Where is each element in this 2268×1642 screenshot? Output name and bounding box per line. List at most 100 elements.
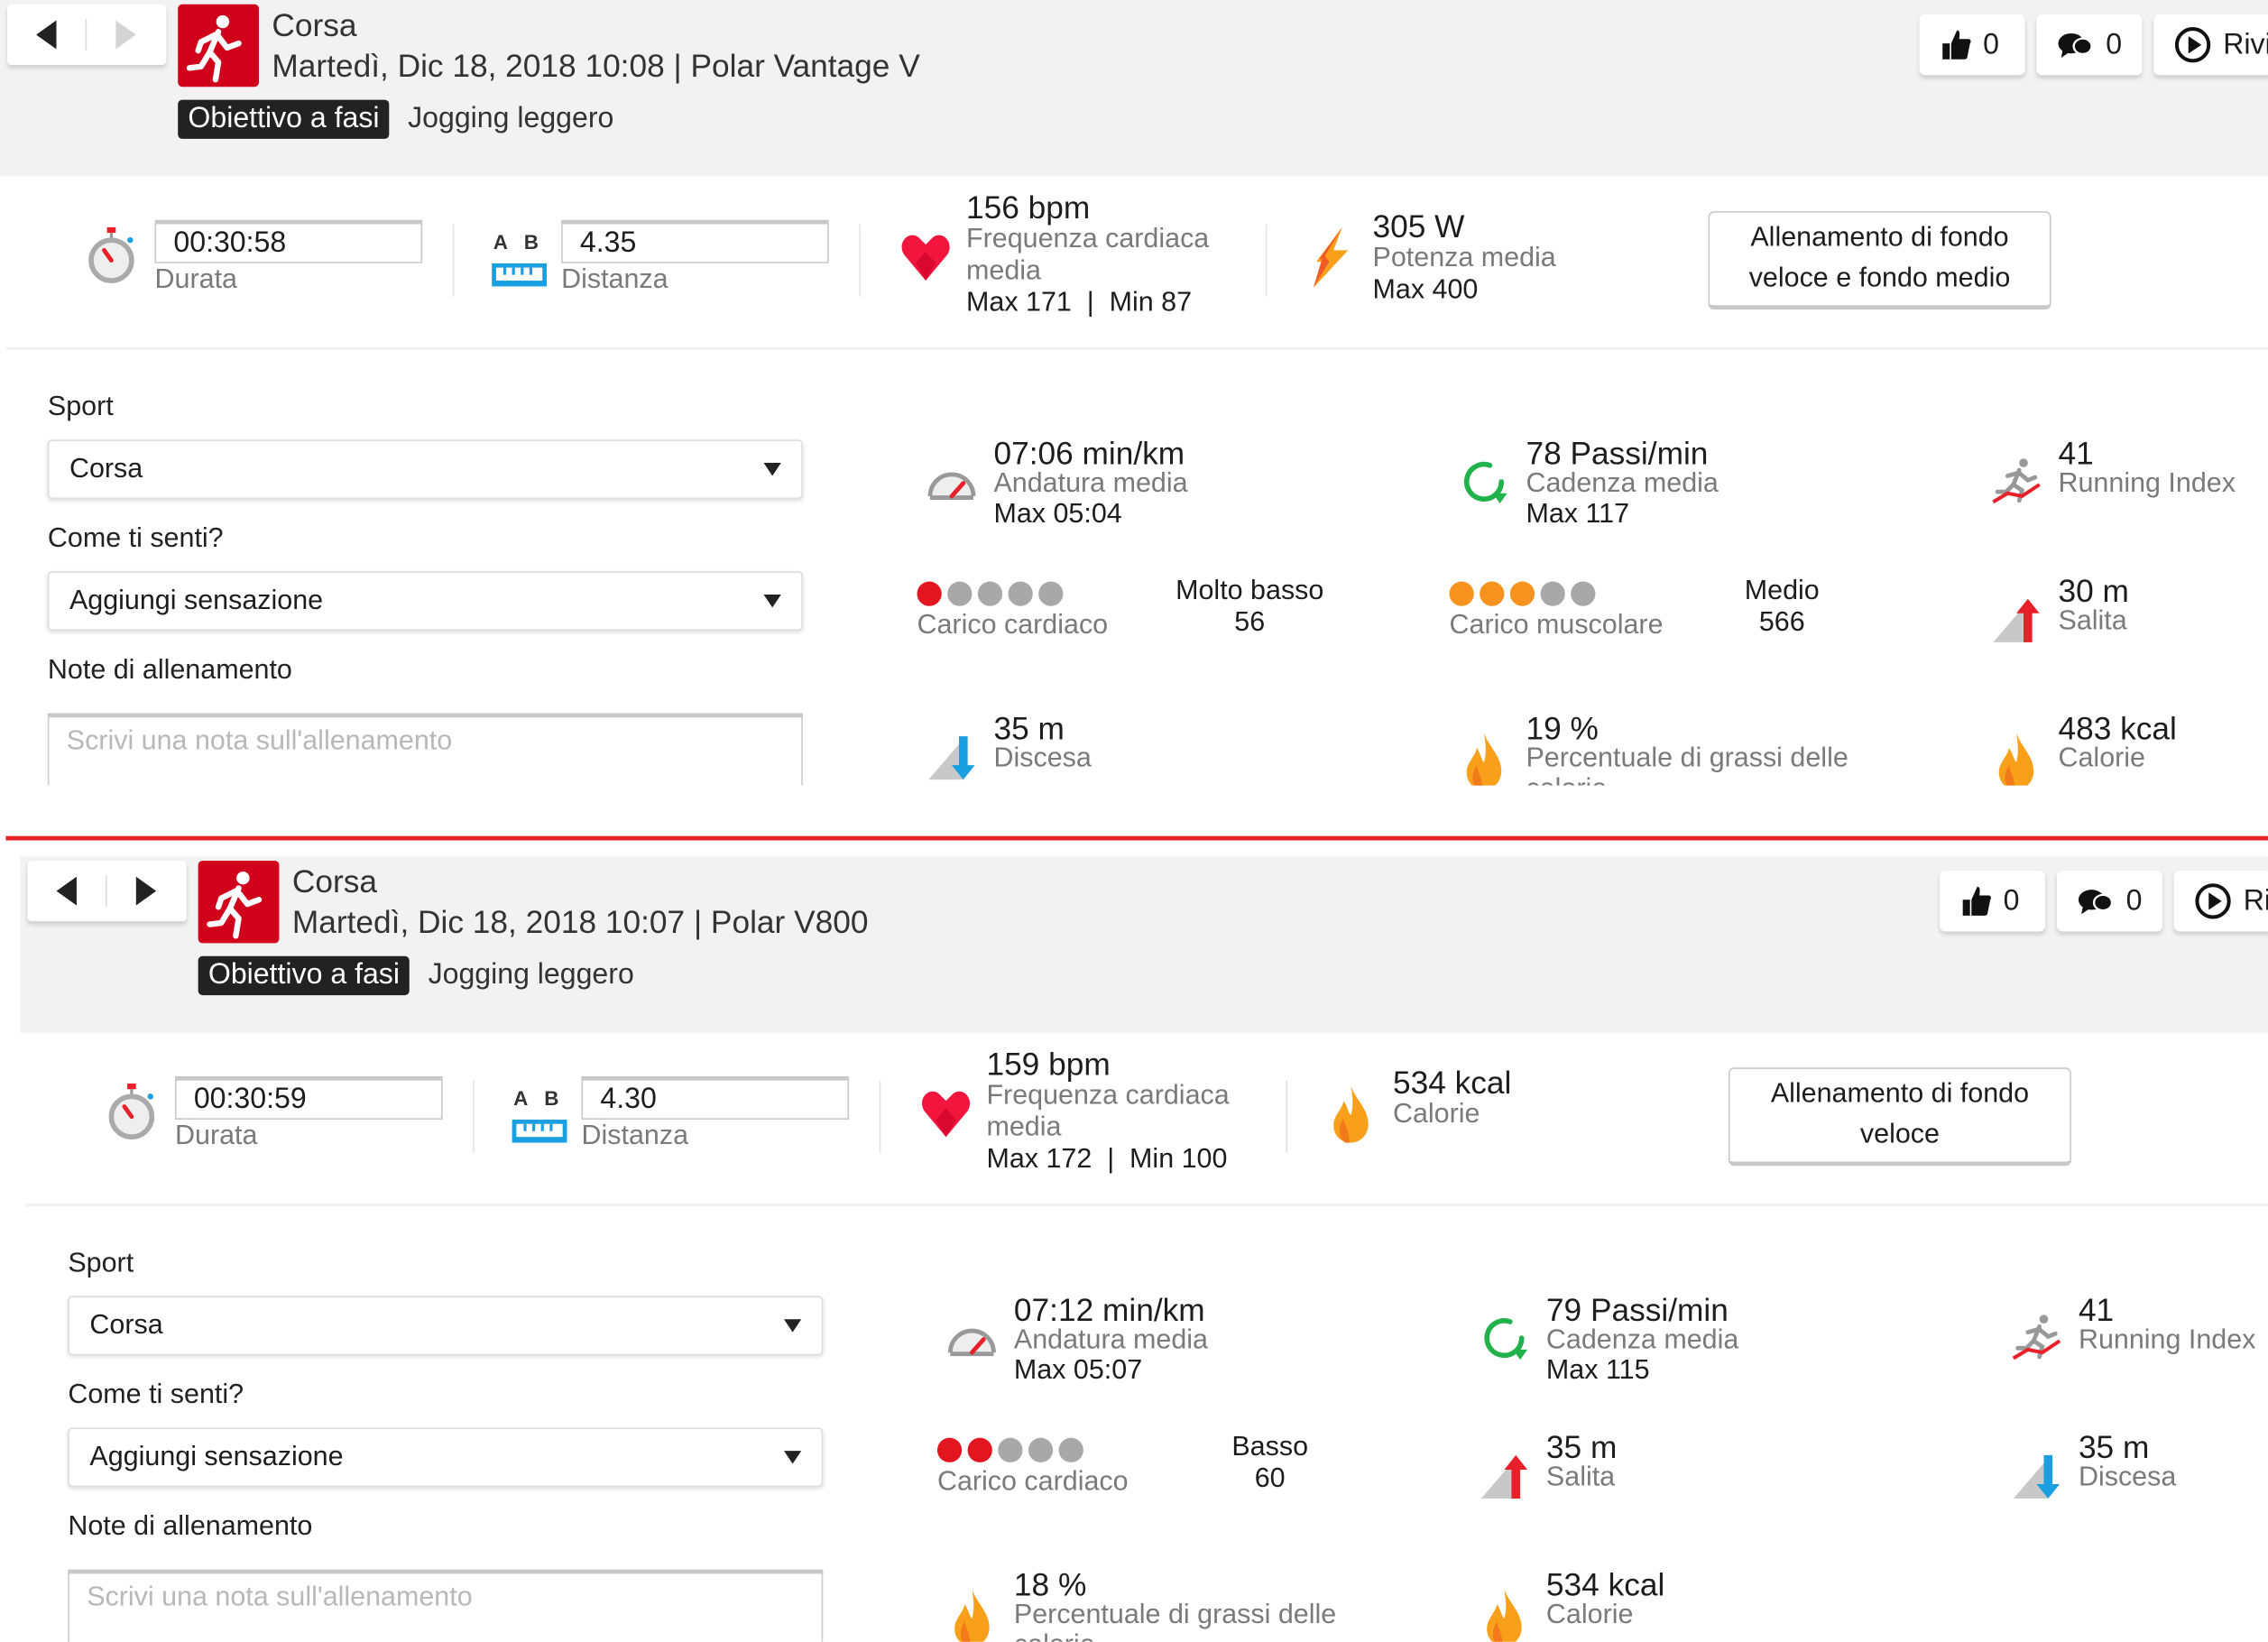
load-label: Carico muscolare [1449, 610, 1664, 641]
training-load-stat: Carico muscolare Medio 566 [1449, 576, 1982, 713]
duration-label: Durata [174, 1121, 258, 1152]
metric-text: 78 Passi/min Cadenza media Max 117 [1526, 438, 1718, 530]
metric-value: 78 Passi/min [1526, 435, 1709, 472]
load-dot [936, 1437, 963, 1462]
ab-label: A B [493, 229, 539, 254]
next-session-button[interactable] [87, 5, 165, 65]
metric-label: Running Index [2058, 468, 2236, 500]
metric-max: Max 117 [1526, 499, 1630, 530]
metric-text: 534 kcal Calorie [1546, 1569, 1664, 1630]
session-header: Corsa Martedì, Dic 18, 2018 10:08 | Pola… [0, 0, 2268, 177]
metric-text: 35 m Discesa [2078, 1429, 2176, 1492]
next-session-button[interactable] [107, 861, 186, 921]
target-type-badge: Obiettivo a fasi [198, 955, 410, 996]
divider [879, 1080, 881, 1153]
notes-textarea[interactable]: Scrivi una nota sull'allenamento [68, 1569, 824, 1642]
session-nav [27, 860, 187, 922]
comments-button[interactable]: 0 [2036, 14, 2143, 76]
metric-label: Andatura media [1013, 1324, 1209, 1356]
heart-rate-metric: 159 bpm Frequenza cardiaca media Max 172… [986, 1048, 1261, 1176]
metric-value: 35 m [2078, 1429, 2150, 1466]
session-body: 00:30:58 Durata A B 4.35 Distanza 156 bp… [5, 176, 2268, 786]
sport-select[interactable]: Corsa [68, 1296, 824, 1356]
heart-rate-value: 156 bpm [966, 189, 1091, 226]
load-dot [1028, 1437, 1054, 1462]
notes-label: Note di allenamento [68, 1511, 313, 1543]
session-nav [7, 4, 167, 66]
metric-max: Max 05:07 [1013, 1355, 1143, 1386]
session-header: Corsa Martedì, Dic 18, 2018 10:07 | Pola… [20, 856, 2268, 1033]
flame-icon [1990, 731, 2042, 786]
sport-title: Corsa [272, 7, 357, 44]
metric-label: Andatura media [993, 468, 1188, 500]
training-benefit-button[interactable]: Allenamento di fondo veloce e fondo medi… [1708, 211, 2051, 310]
sport-label: Sport [68, 1248, 134, 1279]
notes-label: Note di allenamento [47, 655, 292, 686]
metric-value: 07:06 min/km [993, 435, 1185, 472]
training-session-panel: Corsa Martedì, Dic 18, 2018 10:08 | Pola… [0, 0, 2268, 786]
notes-placeholder: Scrivi una nota sull'allenamento [87, 1582, 473, 1613]
summary-metric-value: 305 W [1372, 208, 1465, 244]
replay-button[interactable]: Ri [2173, 871, 2268, 932]
metric-value: 30 m [2058, 572, 2129, 609]
duration-field[interactable]: 00:30:59 [174, 1075, 443, 1120]
load-level-dots [1449, 581, 1596, 606]
feeling-select[interactable]: Aggiungi sensazione [47, 571, 803, 632]
like-button[interactable]: 0 [1940, 871, 2046, 932]
load-dot [977, 581, 1003, 606]
heart-rate-value: 159 bpm [986, 1046, 1111, 1083]
metric-value: 07:12 min/km [1013, 1291, 1205, 1328]
chevron-down-icon [783, 1319, 802, 1333]
load-label: Carico cardiaco [936, 1466, 1129, 1498]
load-level-text: Medio [1744, 576, 1820, 606]
load-level-dots [917, 581, 1064, 606]
feeling-label: Come ti senti? [47, 523, 224, 555]
load-level: Molto basso 56 [1163, 576, 1336, 640]
divider [452, 224, 455, 297]
load-level: Basso 60 [1183, 1432, 1356, 1496]
arrow-left-icon [36, 20, 57, 50]
stopwatch-icon [88, 226, 134, 283]
load-dot [1058, 1437, 1083, 1462]
metric-stat: 07:06 min/km Andatura media Max 05:04 [917, 438, 1449, 576]
metric-label: Salita [2058, 605, 2127, 637]
like-button[interactable]: 0 [1919, 14, 2025, 76]
notes-textarea[interactable]: Scrivi una nota sull'allenamento [47, 713, 803, 786]
bolt-icon [1305, 226, 1357, 289]
metric-stat: 35 m Discesa [2002, 1429, 2268, 1569]
load-dot [1449, 581, 1474, 606]
training-benefit-button[interactable]: Allenamento di fondo veloce [1728, 1067, 2071, 1167]
comment-count: 0 [2106, 28, 2123, 60]
target-name-link[interactable]: Jogging leggero [408, 102, 614, 135]
load-level: Medio 566 [1695, 576, 1868, 640]
training-benefit-text: Allenamento di fondo veloce [1770, 1079, 2030, 1150]
load-dot [917, 581, 942, 606]
metric-text: 07:06 min/km Andatura media Max 05:04 [993, 438, 1187, 530]
metric-stat: 78 Passi/min Cadenza media Max 117 [1450, 438, 1982, 576]
sport-label: Sport [47, 392, 114, 423]
previous-session-button[interactable] [7, 5, 86, 65]
target-name-link[interactable]: Jogging leggero [428, 958, 634, 992]
stats-grid: 07:12 min/km Andatura media Max 05:07 79 Pa… [936, 1291, 2268, 1642]
summary-metric: 305 W Potenza media Max 400 [1372, 208, 1556, 307]
metric-stat: 41 Running Index [2002, 1294, 2268, 1432]
heart-icon [922, 1091, 971, 1138]
duration-field[interactable]: 00:30:58 [154, 219, 423, 263]
sport-select[interactable]: Corsa [47, 439, 803, 500]
metric-stat: 35 m Discesa [917, 713, 1449, 785]
distance-field[interactable]: 4.30 [581, 1075, 850, 1120]
replay-button[interactable]: Rivi [2153, 14, 2268, 76]
previous-session-button[interactable] [27, 861, 106, 921]
chevron-down-icon [783, 1451, 802, 1464]
ab-label: A B [513, 1086, 559, 1110]
summary-metric-value: 534 kcal [1392, 1065, 1512, 1102]
metric-stat: 483 kcal Calorie [1982, 713, 2268, 786]
metric-label: Percentuale di grassi delle calorie [1526, 743, 1849, 785]
distance-field[interactable]: 4.35 [561, 219, 829, 263]
summary-metric-label: Potenza media [1372, 243, 1556, 274]
feeling-select[interactable]: Aggiungi sensazione [68, 1427, 824, 1488]
metric-label: Cadenza media [1545, 1324, 1739, 1356]
running-sport-icon [198, 860, 280, 944]
comments-button[interactable]: 0 [2056, 871, 2162, 932]
separator-line [5, 835, 2268, 841]
